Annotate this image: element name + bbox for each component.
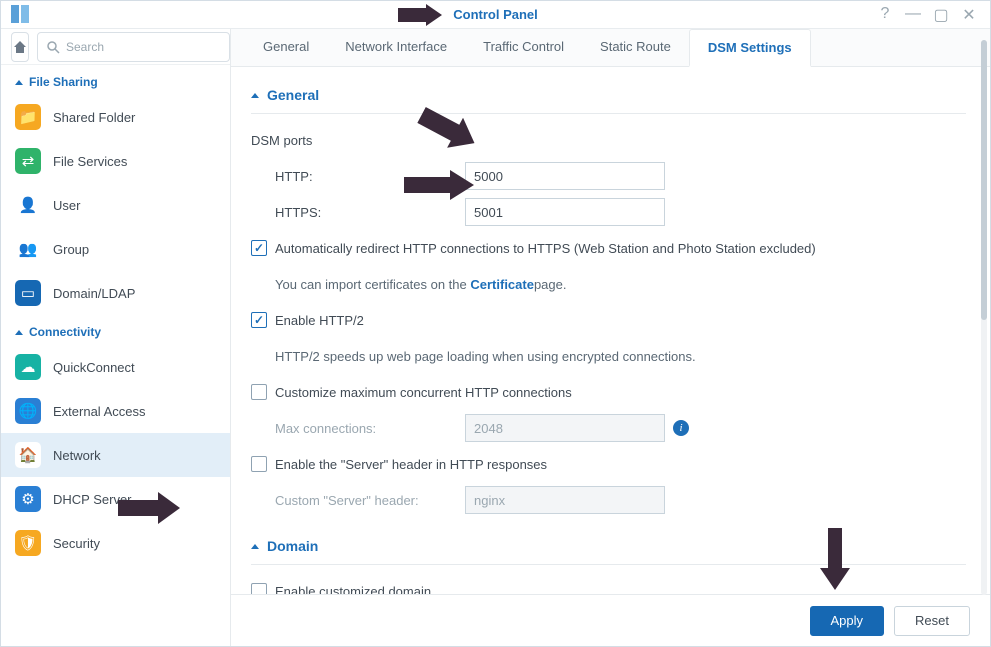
- tab-dsm-settings[interactable]: DSM Settings: [689, 29, 811, 67]
- server-header-field-label: Custom "Server" header:: [275, 493, 465, 508]
- content-area: General DSM ports HTTP: HTTPS: Automatic…: [231, 67, 990, 594]
- help-icon[interactable]: ?: [876, 5, 894, 25]
- sidebar-item-group[interactable]: 👥 Group: [1, 227, 230, 271]
- scrollbar-thumb[interactable]: [981, 40, 987, 320]
- sidebar-item-label: Domain/LDAP: [53, 286, 135, 301]
- sidebar-item-label: External Access: [53, 404, 146, 419]
- sidebar-item-label: User: [53, 198, 80, 213]
- external-access-icon: 🌐: [15, 398, 41, 424]
- network-icon: 🏠: [15, 442, 41, 468]
- quickconnect-icon: ☁: [15, 354, 41, 380]
- enable-domain-checkbox[interactable]: [251, 583, 267, 594]
- section-connectivity[interactable]: Connectivity: [1, 315, 230, 345]
- dsm-ports-label: DSM ports: [251, 124, 966, 156]
- tab-network-interface[interactable]: Network Interface: [327, 29, 465, 66]
- maxconn-checkbox[interactable]: [251, 384, 267, 400]
- file-services-icon: ⇄: [15, 148, 41, 174]
- sidebar-item-domain-ldap[interactable]: ▭ Domain/LDAP: [1, 271, 230, 315]
- sidebar-item-file-services[interactable]: ⇄ File Services: [1, 139, 230, 183]
- sidebar-item-label: Shared Folder: [53, 110, 135, 125]
- http2-checkbox[interactable]: [251, 312, 267, 328]
- section-file-sharing[interactable]: File Sharing: [1, 65, 230, 95]
- sidebar-item-label: Security: [53, 536, 100, 551]
- close-icon[interactable]: ✕: [960, 5, 978, 25]
- http-label: HTTP:: [275, 169, 465, 184]
- https-label: HTTPS:: [275, 205, 465, 220]
- info-icon[interactable]: i: [673, 420, 689, 436]
- https-port-input[interactable]: [465, 198, 665, 226]
- apply-button[interactable]: Apply: [810, 606, 885, 636]
- section-label: Connectivity: [29, 325, 101, 339]
- maximize-icon[interactable]: ▢: [932, 5, 950, 25]
- general-section-header[interactable]: General: [251, 81, 966, 109]
- sidebar-item-label: Network: [53, 448, 101, 463]
- security-icon: 🛡: [15, 530, 41, 556]
- sidebar-item-external-access[interactable]: 🌐 External Access: [1, 389, 230, 433]
- maxconn-label: Customize maximum concurrent HTTP connec…: [275, 385, 572, 400]
- server-header-checkbox[interactable]: [251, 456, 267, 472]
- tab-static-route[interactable]: Static Route: [582, 29, 689, 66]
- tab-traffic-control[interactable]: Traffic Control: [465, 29, 582, 66]
- server-header-label: Enable the "Server" header in HTTP respo…: [275, 457, 547, 472]
- dhcp-server-icon: ⚙: [15, 486, 41, 512]
- titlebar: Control Panel ? — ▢ ✕: [1, 1, 990, 29]
- user-icon: 👤: [15, 192, 41, 218]
- search-box[interactable]: [37, 32, 230, 62]
- sidebar-item-dhcp-server[interactable]: ⚙ DHCP Server: [1, 477, 230, 521]
- reset-button[interactable]: Reset: [894, 606, 970, 636]
- tab-general[interactable]: General: [245, 29, 327, 66]
- maxconn-input: [465, 414, 665, 442]
- domain-section-header[interactable]: Domain: [251, 532, 966, 560]
- sidebar-item-label: File Services: [53, 154, 127, 169]
- sidebar-item-security[interactable]: 🛡 Security: [1, 521, 230, 565]
- group-icon: 👥: [15, 236, 41, 262]
- sidebar: File Sharing 📁 Shared Folder ⇄ File Service…: [1, 29, 231, 646]
- sidebar-item-label: Group: [53, 242, 89, 257]
- server-header-input: [465, 486, 665, 514]
- http-port-input[interactable]: [465, 162, 665, 190]
- http2-desc: HTTP/2 speeds up web page loading when u…: [251, 340, 966, 372]
- redirect-label: Automatically redirect HTTP connections …: [275, 241, 816, 256]
- minimize-icon[interactable]: —: [904, 5, 922, 25]
- http2-label: Enable HTTP/2: [275, 313, 364, 328]
- app-icon: [9, 3, 33, 27]
- redirect-checkbox[interactable]: [251, 240, 267, 256]
- sidebar-item-network[interactable]: 🏠 Network: [1, 433, 230, 477]
- cert-note: You can import certificates on the Certi…: [251, 268, 966, 300]
- sidebar-item-label: DHCP Server: [53, 492, 132, 507]
- window-title: Control Panel: [453, 7, 538, 22]
- sidebar-item-shared-folder[interactable]: 📁 Shared Folder: [1, 95, 230, 139]
- search-icon: [46, 40, 60, 54]
- sidebar-item-label: QuickConnect: [53, 360, 135, 375]
- tabs: GeneralNetwork InterfaceTraffic ControlS…: [231, 29, 990, 67]
- maxconn-field-label: Max connections:: [275, 421, 465, 436]
- enable-domain-label: Enable customized domain: [275, 584, 431, 595]
- search-input[interactable]: [66, 40, 221, 54]
- certificate-link[interactable]: Certificate: [470, 277, 534, 292]
- home-button[interactable]: [11, 32, 29, 62]
- sidebar-item-user[interactable]: 👤 User: [1, 183, 230, 227]
- footer: Apply Reset: [231, 594, 990, 646]
- sidebar-item-quickconnect[interactable]: ☁ QuickConnect: [1, 345, 230, 389]
- section-label: File Sharing: [29, 75, 98, 89]
- domain-ldap-icon: ▭: [15, 280, 41, 306]
- shared-folder-icon: 📁: [15, 104, 41, 130]
